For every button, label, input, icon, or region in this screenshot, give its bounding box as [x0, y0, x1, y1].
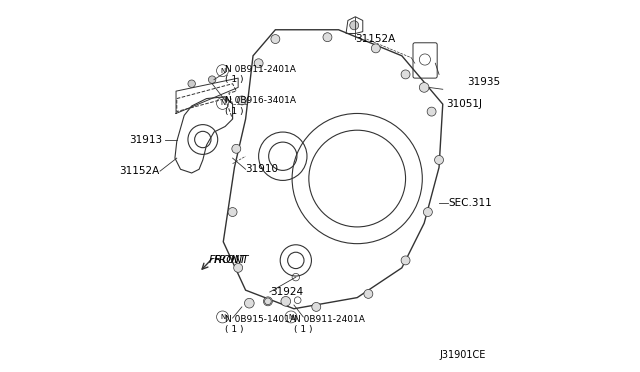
Circle shape — [312, 302, 321, 311]
Circle shape — [323, 33, 332, 42]
Circle shape — [188, 80, 195, 87]
Circle shape — [281, 296, 291, 306]
Circle shape — [371, 44, 380, 53]
Circle shape — [264, 297, 273, 306]
Circle shape — [401, 70, 410, 79]
Circle shape — [254, 59, 263, 68]
Text: N: N — [289, 314, 294, 320]
Circle shape — [401, 256, 410, 265]
Circle shape — [435, 155, 444, 164]
Circle shape — [232, 144, 241, 153]
Circle shape — [364, 289, 373, 298]
Circle shape — [349, 21, 358, 30]
Text: 31910: 31910 — [246, 164, 278, 174]
Text: 31935: 31935 — [467, 77, 500, 87]
Circle shape — [237, 96, 246, 105]
Text: N: N — [220, 68, 225, 74]
Circle shape — [234, 263, 243, 272]
Circle shape — [424, 208, 433, 217]
Text: FRONT: FRONT — [209, 256, 246, 265]
Circle shape — [244, 298, 254, 308]
Text: 31913: 31913 — [129, 135, 162, 144]
Text: N 0B916-3401A
( 1 ): N 0B916-3401A ( 1 ) — [225, 96, 296, 116]
Text: N 0B915-1401A
( 1 ): N 0B915-1401A ( 1 ) — [225, 315, 296, 334]
Text: N 0B911-2401A
( 1 ): N 0B911-2401A ( 1 ) — [294, 315, 365, 334]
Text: SEC.311: SEC.311 — [449, 198, 492, 208]
Circle shape — [209, 76, 216, 83]
Circle shape — [427, 107, 436, 116]
Text: N: N — [220, 100, 225, 106]
Text: J31901CE: J31901CE — [439, 350, 486, 360]
Text: 31152A: 31152A — [355, 34, 396, 44]
Circle shape — [419, 83, 429, 92]
Text: 31924: 31924 — [270, 287, 303, 297]
Text: N: N — [220, 314, 225, 320]
Text: N 0B911-2401A
( 1 ): N 0B911-2401A ( 1 ) — [225, 65, 296, 84]
Circle shape — [228, 208, 237, 217]
Circle shape — [271, 35, 280, 44]
Text: 31051J: 31051J — [447, 99, 483, 109]
Text: FRONT: FRONT — [214, 255, 250, 264]
Text: 31152A: 31152A — [119, 166, 159, 176]
